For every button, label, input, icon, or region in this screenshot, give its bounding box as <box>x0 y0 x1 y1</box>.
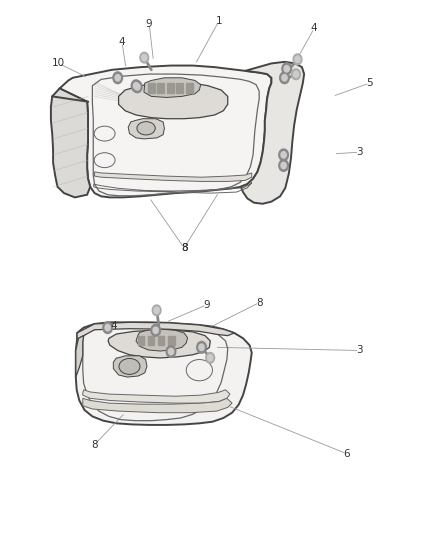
Circle shape <box>282 63 291 75</box>
Ellipse shape <box>137 122 155 135</box>
Polygon shape <box>144 78 201 98</box>
Circle shape <box>151 325 160 336</box>
Polygon shape <box>241 62 304 204</box>
Text: 3: 3 <box>356 147 363 157</box>
Circle shape <box>154 307 159 313</box>
Polygon shape <box>108 330 210 358</box>
Circle shape <box>134 83 139 89</box>
Text: 5: 5 <box>366 78 373 88</box>
Circle shape <box>206 352 215 363</box>
Circle shape <box>208 354 213 361</box>
Polygon shape <box>77 322 234 340</box>
Polygon shape <box>83 398 232 413</box>
Bar <box>166 83 173 93</box>
Polygon shape <box>51 88 90 197</box>
Text: 4: 4 <box>311 23 318 34</box>
Text: 4: 4 <box>119 37 125 47</box>
Polygon shape <box>95 172 252 181</box>
Circle shape <box>103 322 113 334</box>
Circle shape <box>281 162 286 169</box>
Bar <box>148 336 154 345</box>
Polygon shape <box>60 66 272 197</box>
Polygon shape <box>76 336 84 377</box>
Circle shape <box>293 54 302 64</box>
Text: 3: 3 <box>356 345 363 356</box>
Circle shape <box>279 149 288 161</box>
Circle shape <box>133 81 142 93</box>
Circle shape <box>281 152 286 158</box>
Text: 9: 9 <box>204 300 210 310</box>
Circle shape <box>105 325 110 331</box>
Circle shape <box>142 54 147 61</box>
Circle shape <box>153 327 158 334</box>
Text: 10: 10 <box>52 59 65 68</box>
Circle shape <box>279 160 288 171</box>
Text: 8: 8 <box>256 297 262 308</box>
Text: 8: 8 <box>91 440 98 450</box>
Circle shape <box>168 349 173 355</box>
Text: 8: 8 <box>181 243 187 253</box>
Circle shape <box>295 56 300 62</box>
Circle shape <box>152 305 161 316</box>
Text: 8: 8 <box>181 243 187 253</box>
Text: 9: 9 <box>146 19 152 29</box>
Polygon shape <box>136 329 187 351</box>
Text: 1: 1 <box>215 16 223 26</box>
Polygon shape <box>119 82 228 119</box>
Ellipse shape <box>119 359 140 374</box>
Circle shape <box>293 71 299 77</box>
Bar <box>176 83 183 93</box>
Circle shape <box>115 75 120 81</box>
Polygon shape <box>83 390 230 403</box>
Bar <box>156 83 163 93</box>
Circle shape <box>131 80 141 92</box>
Text: 4: 4 <box>111 321 117 331</box>
Polygon shape <box>128 119 164 139</box>
Bar <box>168 336 175 345</box>
Polygon shape <box>113 356 147 377</box>
Bar <box>148 83 155 93</box>
Circle shape <box>280 72 289 84</box>
Bar <box>186 83 193 93</box>
Circle shape <box>140 52 148 63</box>
Circle shape <box>166 346 176 358</box>
Bar <box>138 336 145 345</box>
Text: 6: 6 <box>343 449 350 458</box>
Circle shape <box>292 69 300 79</box>
Polygon shape <box>76 322 252 425</box>
Circle shape <box>113 72 123 84</box>
Bar <box>158 336 164 345</box>
Circle shape <box>199 344 204 351</box>
Circle shape <box>197 342 206 353</box>
Circle shape <box>282 75 287 81</box>
Circle shape <box>284 66 290 72</box>
Circle shape <box>135 84 140 90</box>
